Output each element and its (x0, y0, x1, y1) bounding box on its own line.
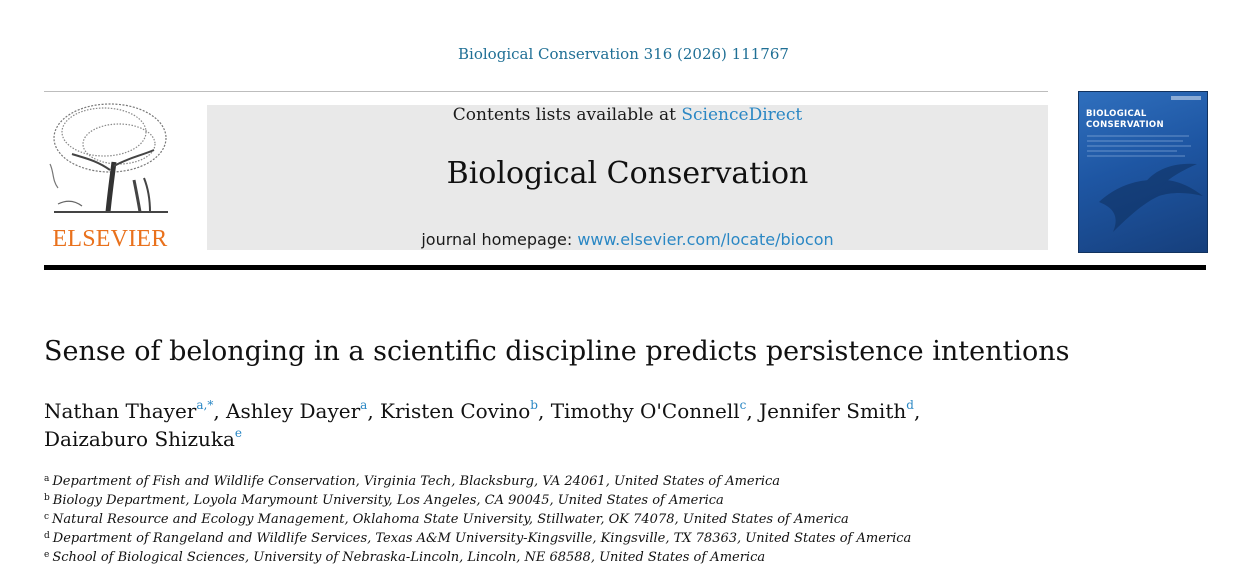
sciencedirect-link[interactable]: ScienceDirect (681, 105, 803, 125)
contents-prefix: Contents lists available at (452, 105, 682, 125)
journal-homepage: journal homepage: www.elsevier.com/locat… (207, 230, 1048, 249)
journal-homepage-link[interactable]: www.elsevier.com/locate/biocon (577, 230, 834, 249)
affiliation: d Department of Rangeland and Wildlife Se… (44, 531, 912, 546)
journal-title: Biological Conservation (446, 156, 809, 191)
journal-cover-image[interactable]: BIOLOGICAL CONSERVATION (1078, 91, 1208, 253)
affiliation: b Biology Department, Loyola Marymount Un… (44, 493, 724, 508)
elsevier-wordmark: ELSEVIER (52, 226, 168, 252)
header-divider (44, 265, 1206, 270)
journal-citation-link[interactable]: Biological Conservation 316 (2026) 11176… (458, 45, 789, 63)
homepage-prefix: journal homepage: (421, 230, 578, 249)
author[interactable]: Timothy O'Connellc (550, 398, 747, 423)
affiliation-list: a Department of Fish and Wildlife Conserv… (44, 472, 911, 567)
elsevier-logo[interactable]: ELSEVIER (40, 100, 180, 252)
top-divider (44, 91, 1048, 92)
cover-title-line-2: CONSERVATION (1086, 120, 1164, 130)
author-list: Nathan Thayera,*, Ashley Dayera, Kristen… (44, 398, 921, 451)
journal-header: Contents lists available at ScienceDirec… (207, 105, 1048, 250)
cover-bird-icon (1087, 96, 1203, 232)
elsevier-tree-icon (49, 103, 168, 213)
author[interactable]: Ashley Dayera (226, 398, 368, 423)
author[interactable]: Kristen Covinob (380, 398, 538, 423)
article-title: Sense of belonging in a scientific disci… (44, 336, 1070, 367)
cover-title: BIOLOGICAL CONSERVATION (1086, 109, 1164, 131)
affiliation: a Department of Fish and Wildlife Conserv… (44, 474, 781, 489)
author[interactable]: Nathan Thayera,* (44, 398, 214, 423)
cover-title-line-1: BIOLOGICAL (1086, 109, 1147, 119)
affiliation: c Natural Resource and Ecology Management… (44, 512, 849, 527)
author[interactable]: Jennifer Smithd (759, 398, 914, 423)
affiliation: e School of Biological Sciences, Universi… (44, 550, 766, 565)
author[interactable]: Daizaburo Shizukae (44, 426, 243, 451)
